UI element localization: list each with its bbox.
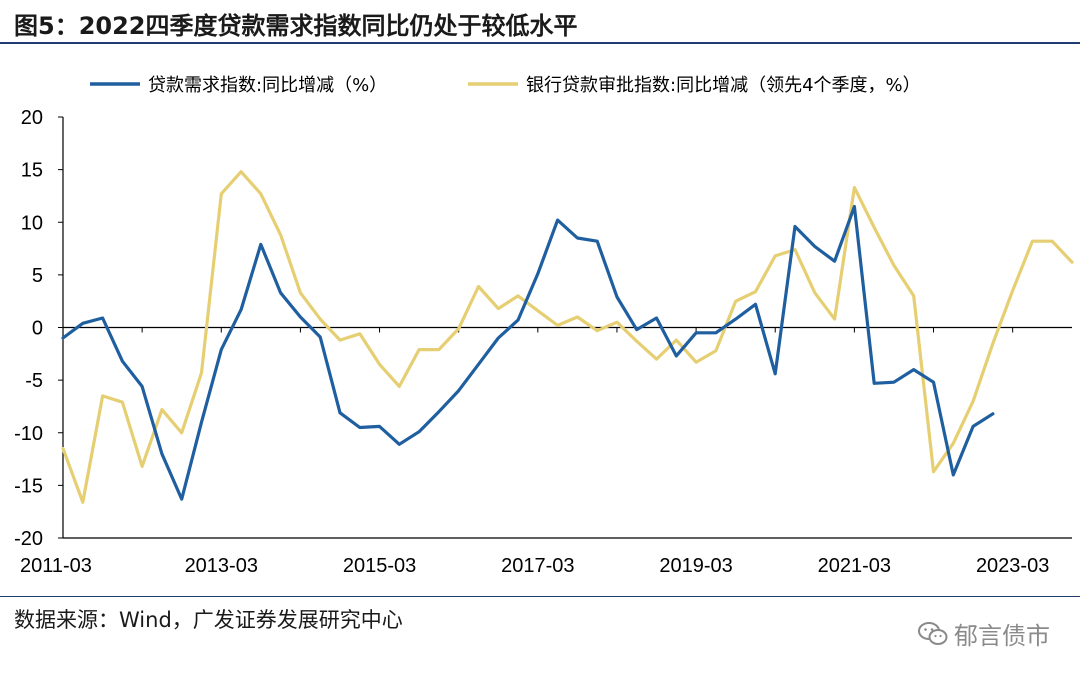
x-tick-label: 2023-03 [976, 555, 1049, 577]
series-line-loan-demand [61, 204, 995, 501]
y-tick-label: 10 [21, 212, 43, 234]
x-axis-ticks: 2011-03 2013-03 2015-03 2017-03 2019-03 2021-… [20, 327, 1049, 577]
watermark: 郁言债市 [918, 616, 1050, 651]
chart-axes [62, 117, 1072, 539]
y-tick-label: 15 [21, 160, 43, 182]
x-tick-label: 2015-03 [343, 555, 416, 577]
series-line-loan-approval [61, 170, 1074, 504]
legend-item-loan-demand-label: 贷款需求指数:同比增减（%） [148, 75, 387, 96]
y-tick-label: 20 [21, 107, 43, 129]
y-tick-label: 5 [32, 265, 43, 287]
y-tick-label: -5 [25, 370, 43, 392]
top-rule [0, 42, 1080, 44]
wechat-icon [918, 621, 948, 645]
chart-legend[interactable]: 贷款需求指数:同比增减（%） 银行贷款审批指数:同比增减（领先4个季度，%） [90, 75, 921, 96]
y-tick-label: -10 [14, 423, 43, 445]
y-tick-label: 0 [32, 318, 43, 340]
bottom-rule [0, 596, 1080, 597]
x-tick-label: 2013-03 [185, 555, 258, 577]
x-tick-label: 2017-03 [501, 555, 574, 577]
x-tick-label: 2011-03 [20, 555, 92, 577]
x-tick-label: 2019-03 [659, 555, 732, 577]
chart-title: 图5：2022四季度贷款需求指数同比仍处于较低水平 [14, 12, 578, 40]
chart-series [61, 170, 1074, 504]
source-note: 数据来源：Wind，广发证券发展研究中心 [14, 608, 403, 632]
y-tick-label: -20 [14, 528, 43, 550]
watermark-text: 郁言债市 [954, 622, 1050, 650]
y-axis-ticks: 20 15 10 5 0 -5 -10 -15 -20 [14, 107, 63, 550]
x-tick-label: 2021-03 [818, 555, 891, 577]
y-tick-label: -15 [14, 475, 43, 497]
legend-item-loan-approval-label: 银行贷款审批指数:同比增减（领先4个季度，%） [526, 75, 921, 96]
line-chart: 20 15 10 5 0 -5 -10 -15 -20 2011-03 2013-03 2015-0… [14, 75, 1074, 577]
